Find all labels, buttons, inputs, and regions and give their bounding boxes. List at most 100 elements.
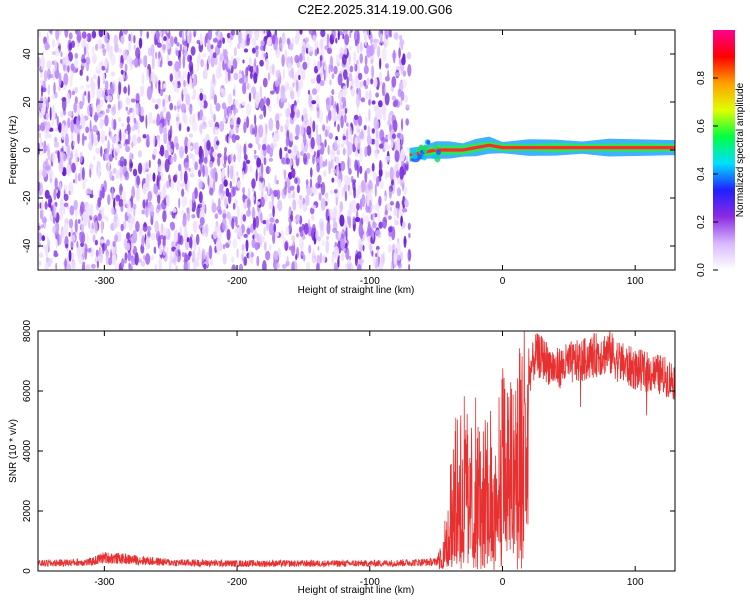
noise-blob	[189, 114, 194, 126]
snr-y-ticks: 0 2000 4000 6000 8000	[22, 319, 675, 574]
noise-blob	[78, 100, 84, 110]
noise-blob	[344, 113, 347, 124]
colorbar-tick-label: 0.0	[696, 263, 707, 277]
noise-blob	[325, 240, 330, 254]
noise-blob	[296, 213, 300, 223]
noise-blob	[184, 161, 190, 171]
noise-blob	[124, 63, 128, 73]
noise-blob	[71, 90, 76, 96]
noise-blob	[388, 226, 393, 233]
noise-blob	[352, 216, 356, 225]
noise-blob	[101, 243, 108, 252]
noise-blob	[375, 120, 380, 130]
noise-blob	[185, 240, 189, 251]
noise-blob	[176, 243, 180, 250]
noise-blob	[255, 169, 258, 182]
noise-blob	[375, 92, 379, 98]
noise-blob	[40, 224, 44, 229]
noise-blob	[312, 120, 316, 133]
noise-blob	[84, 63, 88, 68]
noise-blob	[291, 261, 295, 270]
noise-blob	[307, 44, 311, 54]
noise-blob	[225, 187, 230, 197]
noise-blob	[400, 251, 403, 261]
noise-blob	[89, 168, 92, 179]
noise-blob	[221, 88, 227, 98]
noise-blob	[162, 210, 167, 223]
noise-blob	[399, 166, 405, 180]
noise-blob	[164, 116, 167, 130]
noise-blob	[134, 252, 139, 266]
noise-blob	[114, 43, 119, 53]
noise-blob	[316, 262, 320, 270]
noise-blob	[206, 140, 211, 151]
noise-blob	[301, 114, 304, 122]
noise-blob	[212, 38, 218, 43]
noise-blob	[375, 105, 380, 118]
noise-blob	[306, 185, 311, 196]
noise-blob	[328, 125, 331, 131]
noise-blob	[46, 143, 50, 157]
noise-blob	[153, 246, 157, 254]
noise-blob	[91, 263, 96, 269]
noise-blob	[290, 243, 296, 256]
noise-blob	[40, 84, 44, 97]
noise-blob	[286, 83, 289, 90]
noise-blob	[379, 57, 382, 70]
noise-blob	[112, 221, 116, 230]
noise-blob	[182, 217, 187, 228]
noise-blob	[145, 253, 151, 265]
noise-blob	[68, 218, 74, 229]
noise-blob	[345, 247, 350, 260]
noise-blob	[241, 38, 246, 49]
noise-blob	[93, 155, 96, 161]
noise-blob	[184, 254, 189, 263]
noise-blob	[172, 207, 177, 213]
y-tick-label: -20	[22, 190, 33, 205]
noise-blob	[251, 195, 255, 202]
noise-blob	[120, 69, 124, 75]
noise-blob	[385, 156, 391, 161]
noise-blob	[223, 49, 228, 58]
noise-blob	[141, 209, 145, 215]
noise-blob	[378, 100, 383, 108]
noise-blob	[86, 187, 92, 195]
noise-blob	[255, 201, 261, 206]
noise-blob	[233, 99, 239, 106]
noise-blob	[199, 99, 205, 109]
noise-blob	[191, 214, 196, 219]
noise-blob	[238, 31, 243, 45]
noise-blob	[217, 39, 222, 49]
noise-blob	[63, 193, 69, 202]
spectrogram-y-ticks: -40 -20 0 20 40	[22, 48, 675, 253]
noise-blob	[295, 124, 300, 137]
noise-blob	[178, 49, 181, 56]
noise-blob	[374, 183, 377, 197]
noise-blob	[152, 172, 156, 182]
noise-blob	[367, 224, 372, 236]
noise-blob	[138, 37, 143, 49]
noise-blob	[76, 240, 79, 248]
noise-blob	[236, 205, 240, 219]
noise-blob	[111, 175, 115, 182]
noise-blob	[296, 184, 300, 194]
noise-blob	[313, 65, 319, 74]
noise-blob	[56, 115, 59, 127]
noise-blob	[158, 138, 161, 149]
noise-blob	[398, 47, 401, 59]
noise-blob	[147, 190, 152, 202]
noise-blob	[46, 235, 49, 246]
noise-blob	[190, 167, 195, 176]
noise-blob	[147, 230, 151, 237]
noise-blob	[53, 141, 60, 148]
noise-blob	[73, 102, 78, 113]
noise-blob	[263, 157, 267, 166]
noise-blob	[180, 168, 183, 182]
noise-blob	[96, 86, 102, 100]
noise-blob	[112, 241, 116, 247]
noise-blob	[109, 83, 114, 96]
noise-blob	[222, 253, 227, 265]
noise-blob	[111, 107, 116, 116]
noise-blob	[44, 189, 50, 199]
noise-blob	[269, 244, 272, 251]
